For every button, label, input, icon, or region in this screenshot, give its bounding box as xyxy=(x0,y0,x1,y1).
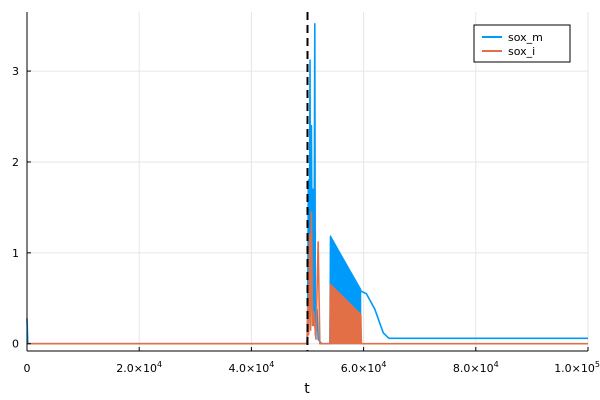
y-tick-label: 1 xyxy=(12,247,19,260)
legend-label-sox-i: sox_i xyxy=(508,45,535,58)
x-tick-label: 2.0×104 xyxy=(116,360,162,375)
legend-box xyxy=(473,24,571,63)
axes xyxy=(26,12,589,352)
y-tick-label: 3 xyxy=(12,65,19,78)
tick-labels: 0 2.0×104 4.0×104 6.0×104 8.0×104 1.0×105 0 1 2 3 xyxy=(12,65,600,375)
x-axis-title: t xyxy=(304,381,310,397)
y-tick-label: 0 xyxy=(12,338,19,351)
x-tick-label: 6.0×104 xyxy=(341,360,387,375)
y-tick-label: 2 xyxy=(12,156,19,169)
legend-label-sox-m: sox_m xyxy=(508,31,543,44)
x-tick-label: 0 xyxy=(24,362,31,375)
x-tick-label: 1.0×105 xyxy=(554,360,600,375)
x-tick-label: 8.0×104 xyxy=(453,360,499,375)
x-tick-label: 4.0×104 xyxy=(228,360,274,375)
